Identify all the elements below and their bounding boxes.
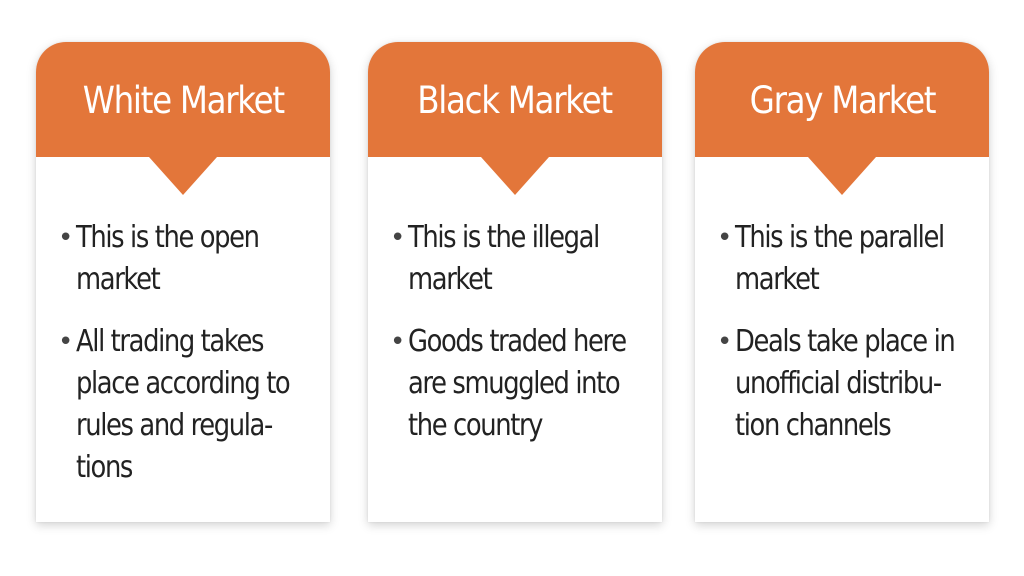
bullet-icon: • — [58, 327, 73, 357]
list-item-text: Goods traded here are smuggled into the … — [408, 324, 627, 443]
gray-market-card: Gray Market • This is the parallel marke… — [695, 42, 989, 522]
bullet-icon: • — [717, 327, 732, 357]
gray-market-list: • This is the parallel market • Deals ta… — [717, 217, 979, 467]
black-market-list: • This is the illegal market • Goods tra… — [390, 217, 652, 467]
list-item: • Deals take place in unofficial distrib… — [717, 321, 979, 447]
list-item-text: Deals take place in unofficial distribu-… — [735, 324, 956, 443]
list-item: • This is the open market — [58, 217, 320, 301]
list-item: • This is the parallel market — [717, 217, 979, 301]
bullet-icon: • — [58, 223, 73, 253]
white-market-title: White Market — [82, 79, 284, 122]
black-market-card: Black Market • This is the illegal marke… — [368, 42, 662, 522]
gray-market-title: Gray Market — [749, 79, 936, 122]
list-item: • Goods traded here are smuggled into th… — [390, 321, 652, 447]
black-market-header: Black Market — [368, 42, 662, 195]
list-item-text: This is the illegal market — [408, 220, 600, 297]
list-item-text: This is the open market — [76, 220, 260, 297]
white-market-header: White Market — [36, 42, 330, 195]
list-item: • All trading takes place according to r… — [58, 321, 320, 489]
bullet-icon: • — [390, 223, 405, 253]
bullet-icon: • — [717, 223, 732, 253]
white-market-list: • This is the open market • All trading … — [58, 217, 320, 509]
list-item: • This is the illegal market — [390, 217, 652, 301]
gray-market-header: Gray Market — [695, 42, 989, 195]
list-item-text: All trading takes place according to rul… — [76, 324, 291, 485]
black-market-title: Black Market — [417, 79, 614, 122]
bullet-icon: • — [390, 327, 405, 357]
list-item-text: This is the parallel market — [735, 220, 945, 297]
white-market-card: White Market • This is the open market •… — [36, 42, 330, 522]
